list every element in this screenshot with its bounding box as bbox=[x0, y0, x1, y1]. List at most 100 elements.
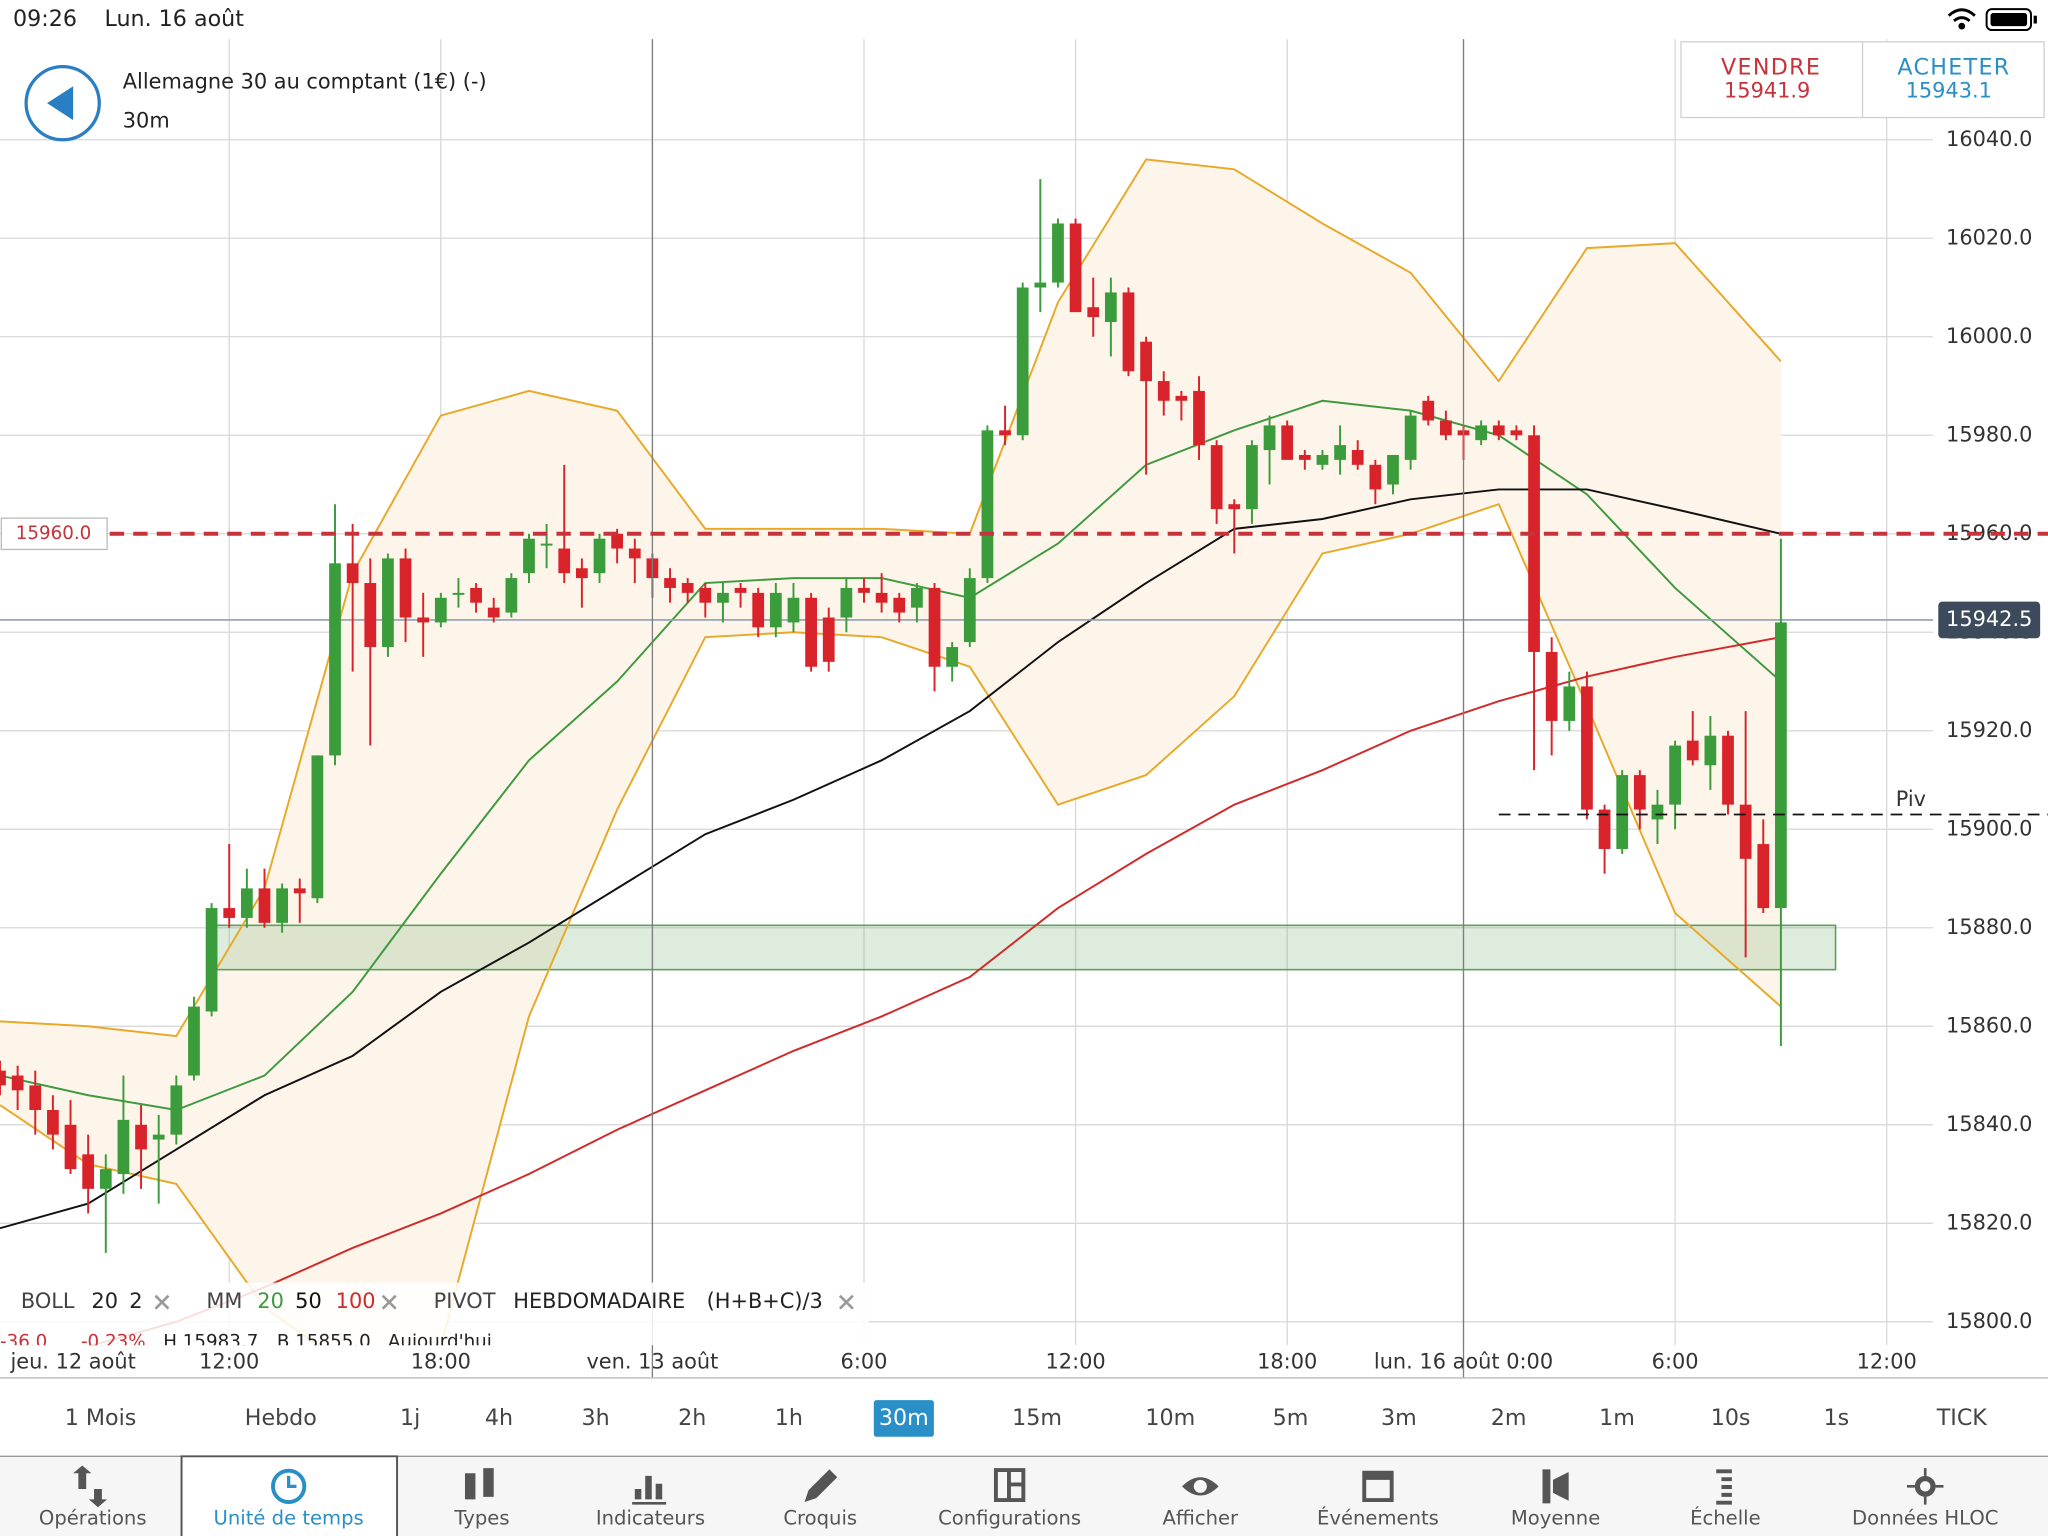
candle-body bbox=[981, 430, 994, 579]
x-tick-label: 6:00 bbox=[841, 1349, 888, 1373]
timeframe-option[interactable]: 10m bbox=[1145, 1405, 1195, 1431]
timeframe-label: 15m bbox=[1012, 1405, 1062, 1431]
toolbar-icon bbox=[632, 1475, 667, 1505]
candle-body bbox=[1669, 745, 1681, 805]
candle-body bbox=[505, 578, 518, 613]
candle-body bbox=[822, 617, 835, 662]
timeframe-option[interactable]: 2h bbox=[678, 1405, 706, 1431]
toolbar-button[interactable]: Moyenne bbox=[1511, 1469, 1600, 1530]
candle-body bbox=[188, 1006, 200, 1076]
timeframe-label: 10s bbox=[1711, 1405, 1751, 1431]
candle-body bbox=[946, 647, 959, 667]
y-tick-label: 16000.0 bbox=[1946, 324, 2032, 348]
timeframe-option[interactable]: 2m bbox=[1491, 1405, 1527, 1431]
toolbar-icon bbox=[464, 1468, 494, 1500]
candle-body bbox=[840, 587, 853, 618]
toolbar-label: Moyenne bbox=[1511, 1507, 1600, 1530]
legend-boll-dev: 2 bbox=[129, 1289, 142, 1313]
back-button[interactable] bbox=[24, 64, 101, 142]
sell-button[interactable]: VENDRE 15941.9 bbox=[1721, 54, 1821, 102]
timeframe-label: Hebdo bbox=[245, 1405, 317, 1431]
candle-body bbox=[382, 558, 394, 648]
timeframe-option[interactable]: 1h bbox=[775, 1405, 803, 1431]
candle-body bbox=[311, 755, 324, 899]
candle-body bbox=[99, 1169, 112, 1189]
x-tick-label: jeu. 12 août bbox=[9, 1349, 135, 1373]
candle-body bbox=[276, 888, 288, 923]
x-tick-label: 6:00 bbox=[1652, 1349, 1699, 1373]
candle-body bbox=[911, 587, 923, 608]
toolbar-button[interactable]: Indicateurs bbox=[596, 1475, 705, 1530]
timeframe-option[interactable]: 1j bbox=[400, 1405, 420, 1431]
sell-label: VENDRE bbox=[1721, 54, 1821, 80]
candle-body bbox=[399, 558, 412, 618]
toolbar-label: Opérations bbox=[39, 1507, 147, 1530]
candle-body bbox=[1440, 420, 1452, 436]
timeframe-option[interactable]: 1s bbox=[1824, 1405, 1850, 1431]
timeframe-option[interactable]: 15m bbox=[1012, 1405, 1062, 1431]
instrument-name: Allemagne 30 au comptant (1€) (-) bbox=[123, 69, 487, 93]
timeframe-label: 30m bbox=[879, 1405, 929, 1431]
timeframe-option[interactable]: 1m bbox=[1599, 1405, 1635, 1431]
candle-body bbox=[875, 592, 888, 603]
toolbar-button[interactable]: Échelle bbox=[1690, 1469, 1761, 1530]
candle-body bbox=[787, 597, 800, 623]
toolbar-button[interactable]: Opérations bbox=[39, 1465, 147, 1530]
legend-mm-50: 50 bbox=[295, 1289, 322, 1313]
timeframe-label: 3m bbox=[1381, 1405, 1417, 1431]
legend-close[interactable] bbox=[154, 1294, 170, 1310]
toolbar-button[interactable]: Types bbox=[453, 1468, 510, 1530]
toolbar-button[interactable]: Événements bbox=[1317, 1470, 1439, 1530]
candle-body bbox=[893, 597, 906, 613]
candle-body bbox=[1475, 425, 1488, 441]
toolbar-button[interactable]: Afficher bbox=[1163, 1477, 1240, 1530]
legend-close[interactable] bbox=[381, 1294, 397, 1310]
timeframe-option[interactable]: 1 Mois bbox=[65, 1405, 137, 1431]
candle-body bbox=[1722, 735, 1734, 805]
toolbar-label: Échelle bbox=[1690, 1507, 1761, 1530]
timeframe-option[interactable]: 5m bbox=[1273, 1405, 1309, 1431]
candle-body bbox=[769, 592, 782, 628]
legend-mm: MM bbox=[206, 1289, 242, 1313]
candle-body bbox=[1016, 287, 1029, 436]
legend-close[interactable] bbox=[838, 1294, 854, 1310]
candle-body bbox=[540, 543, 553, 546]
candle-body bbox=[611, 533, 624, 549]
candle-body bbox=[1246, 445, 1258, 510]
summary-low: B 15855.0 bbox=[277, 1332, 371, 1353]
toolbar-button[interactable]: Données HLOC bbox=[1852, 1468, 1998, 1530]
timeframe-label: 5m bbox=[1273, 1405, 1309, 1431]
candle-body bbox=[576, 568, 588, 579]
timeframe-option[interactable]: 4h bbox=[485, 1405, 513, 1431]
candle-body bbox=[240, 888, 253, 918]
candle-body bbox=[1263, 425, 1276, 451]
toolbar-button[interactable]: Configurations bbox=[938, 1468, 1081, 1530]
toolbar-button[interactable]: Unité de temps bbox=[180, 1455, 399, 1536]
timeframe-option[interactable]: 3m bbox=[1381, 1405, 1417, 1431]
timeframe-option[interactable]: 30m bbox=[873, 1400, 934, 1437]
timeframe-option[interactable]: TICK bbox=[1936, 1405, 1989, 1431]
y-tick-label: 15860.0 bbox=[1946, 1013, 2032, 1037]
timeframe-option[interactable]: 10s bbox=[1711, 1405, 1751, 1431]
toolbar-button[interactable]: Croquis bbox=[783, 1469, 857, 1530]
candle-body bbox=[1775, 622, 1787, 909]
status-date: Lun. 16 août bbox=[104, 6, 244, 32]
candle-body bbox=[47, 1110, 59, 1135]
candle-body bbox=[1387, 454, 1399, 485]
candle-body bbox=[1175, 395, 1188, 401]
x-tick-label: 12:00 bbox=[1857, 1349, 1917, 1373]
candle-body bbox=[1492, 425, 1505, 436]
timeframe-option[interactable]: Hebdo bbox=[245, 1405, 317, 1431]
toolbar-icon bbox=[1716, 1469, 1732, 1505]
y-tick-label: 15900.0 bbox=[1946, 816, 2032, 840]
buy-button[interactable]: ACHETER 15943.1 bbox=[1897, 54, 2010, 102]
timeframe-option[interactable]: 3h bbox=[581, 1405, 609, 1431]
alert-label: 15960.0 bbox=[16, 523, 92, 544]
candle-body bbox=[1686, 740, 1699, 761]
legend-boll: BOLL bbox=[21, 1289, 75, 1313]
summary-period: Aujourd'hui bbox=[388, 1332, 492, 1353]
candle-body bbox=[1651, 804, 1664, 820]
candle-body bbox=[1069, 223, 1082, 313]
timeframe-label: 4h bbox=[485, 1405, 513, 1431]
